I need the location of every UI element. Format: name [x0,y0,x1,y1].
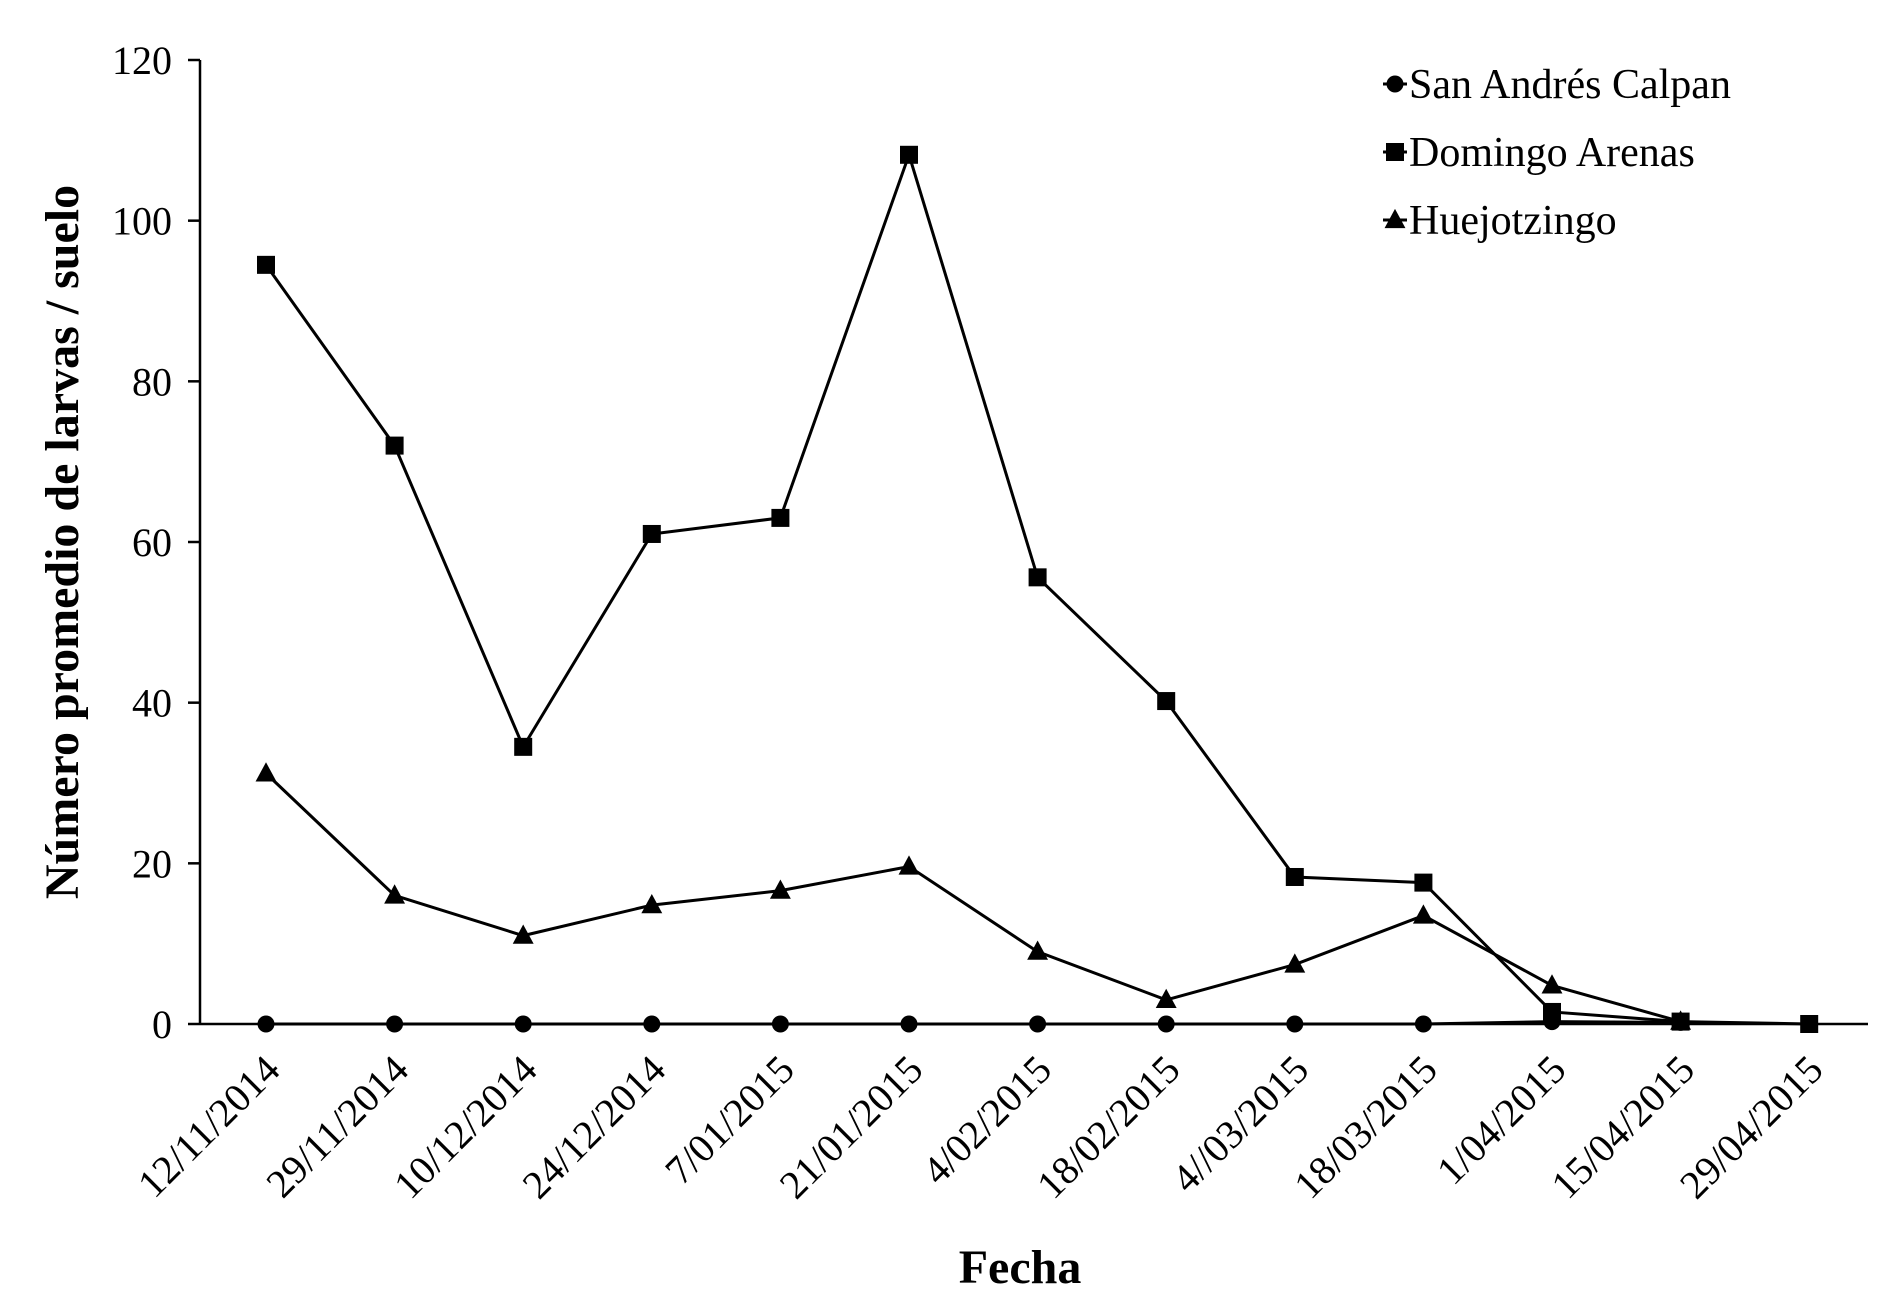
y-tick-label: 120 [112,38,172,83]
data-point [384,884,406,904]
legend-label: San Andrés Calpan [1409,62,1731,108]
legend-marker-triangle [1384,208,1406,229]
y-tick-label: 60 [132,520,172,565]
data-point [385,436,404,455]
data-point [1155,988,1177,1008]
data-point [643,1015,661,1033]
series-line [264,149,1810,1026]
legend-marker-square [1386,143,1404,161]
data-point [900,145,918,164]
data-point [255,762,277,782]
data-point [514,737,533,756]
data-point [1285,867,1304,886]
data-point [1157,1015,1175,1033]
legend-label: Huejotzingo [1409,198,1617,244]
data-point [1284,953,1306,973]
series-line [264,772,1682,1024]
legend-item: Huejotzingo [1383,198,1617,244]
data-point [386,1015,404,1033]
y-tick-label: 100 [112,199,172,244]
data-point [771,508,790,527]
data-point [1414,1015,1432,1033]
y-tick-label: 0 [152,1002,172,1047]
legend-label: Domingo Arenas [1409,130,1695,176]
series-san-andr-s-calpan [257,1013,1690,1033]
series-domingo-arenas [257,145,1819,1033]
data-point [642,524,661,543]
y-tick-label: 40 [132,681,172,726]
legend-item: San Andrés Calpan [1383,62,1731,108]
data-point [1028,568,1047,587]
data-point [1800,1015,1819,1033]
data-point [512,924,534,944]
data-point [898,855,920,875]
data-point [1286,1015,1304,1033]
data-point [1672,1013,1690,1031]
series-layer [255,145,1819,1033]
y-tick-label: 20 [132,841,172,886]
series-huejotzingo [255,762,1692,1030]
data-point [1029,1015,1047,1033]
x-ticks: 12/11/201429/11/201410/12/201424/12/2014… [129,1047,1832,1208]
data-point [257,255,275,274]
legend-item: Domingo Arenas [1383,130,1695,176]
legend: San Andrés Calpan Domingo Arenas Huejotzin… [1383,62,1731,244]
data-point [641,893,663,914]
legend-marker-circle [1386,75,1404,93]
data-point [1543,1013,1561,1031]
y-axis-title: Número promedio de larvas / suelo [36,185,89,899]
data-point [1412,904,1434,924]
data-point [771,1015,789,1033]
y-ticks: 0 20 40 60 80 100 120 [112,38,200,1047]
data-point [1541,974,1563,994]
x-axis-title: Fecha [959,1241,1082,1294]
data-point [1157,692,1176,711]
data-point [514,1015,532,1033]
series-line [266,1020,1681,1026]
axes [198,60,1868,1026]
data-point [257,1015,275,1033]
data-point [769,879,791,899]
data-point [1414,873,1433,892]
data-point [900,1015,918,1033]
y-tick-label: 80 [132,359,172,404]
data-point [1027,940,1049,960]
